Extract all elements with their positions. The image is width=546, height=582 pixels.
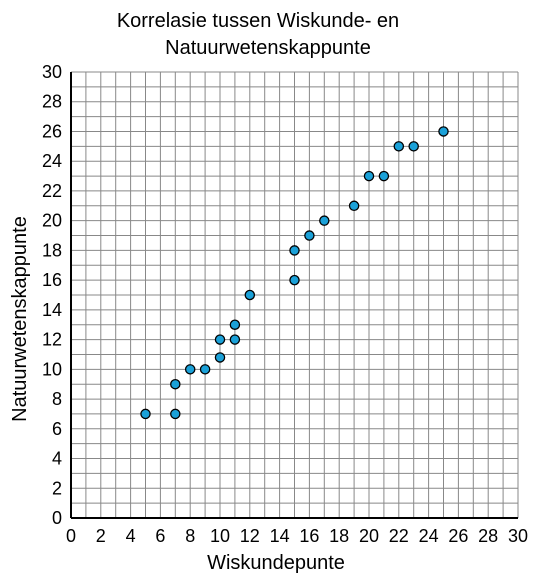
data-point bbox=[378, 170, 390, 182]
x-tick-label: 28 bbox=[478, 526, 498, 546]
tick-labels: 0 2 4 6 8 10 12 14 16 18 20 22 24 26 28 300246810121416… bbox=[42, 62, 528, 546]
data-point bbox=[408, 141, 419, 152]
x-tick-label: 14 bbox=[270, 526, 290, 546]
y-tick-label: 30 bbox=[42, 62, 62, 82]
data-point bbox=[199, 364, 211, 375]
data-point bbox=[184, 364, 196, 375]
y-tick-label: 16 bbox=[42, 270, 62, 290]
x-tick-label: 4 bbox=[126, 526, 136, 546]
x-tick-label: 30 bbox=[508, 526, 528, 546]
data-point bbox=[229, 319, 241, 330]
data-point bbox=[289, 245, 300, 256]
data-point bbox=[319, 215, 330, 226]
data-point bbox=[229, 334, 241, 345]
y-tick-label: 10 bbox=[42, 359, 62, 379]
data-point bbox=[363, 170, 375, 182]
y-tick-label: 14 bbox=[42, 300, 62, 320]
data-point bbox=[170, 378, 181, 390]
x-tick-label: 0 bbox=[66, 526, 76, 546]
y-tick-label: 0 bbox=[52, 508, 62, 528]
data-point bbox=[244, 289, 256, 301]
data-point bbox=[393, 141, 405, 152]
x-tick-label: 10 bbox=[210, 526, 230, 546]
grid bbox=[70, 71, 519, 519]
y-tick-label: 28 bbox=[42, 92, 62, 112]
chart-title-line-1: Korrelasie tussen Wiskunde- en bbox=[117, 10, 399, 32]
data-points bbox=[140, 126, 449, 420]
y-axis-label: Natuurwetenskappunte bbox=[9, 216, 31, 422]
data-point bbox=[140, 408, 151, 420]
x-tick-label: 8 bbox=[185, 526, 195, 546]
y-tick-label: 18 bbox=[42, 240, 62, 260]
y-tick-label: 24 bbox=[42, 151, 62, 171]
x-tick-label: 24 bbox=[419, 526, 439, 546]
y-tick-label: 20 bbox=[42, 211, 62, 231]
data-point bbox=[438, 126, 449, 137]
x-tick-label: 26 bbox=[448, 526, 468, 546]
y-tick-label: 12 bbox=[42, 330, 62, 350]
y-tick-label: 4 bbox=[52, 449, 62, 469]
y-tick-label: 22 bbox=[42, 181, 62, 201]
x-tick-label: 6 bbox=[155, 526, 165, 546]
x-tick-label: 16 bbox=[299, 526, 319, 546]
y-tick-label: 6 bbox=[52, 419, 62, 439]
data-point bbox=[214, 352, 226, 363]
x-tick-label: 12 bbox=[240, 526, 260, 546]
data-point bbox=[348, 200, 360, 212]
y-tick-label: 26 bbox=[42, 121, 62, 141]
data-point bbox=[214, 334, 226, 345]
x-axis-label: Wiskundepunte bbox=[207, 552, 345, 574]
x-tick-label: 18 bbox=[329, 526, 349, 546]
x-tick-label: 22 bbox=[389, 526, 409, 546]
x-tick-label: 2 bbox=[96, 526, 106, 546]
data-point bbox=[289, 274, 300, 286]
data-point bbox=[170, 408, 181, 420]
chart-title-line-2: Natuurwetenskappunte bbox=[165, 37, 371, 59]
y-tick-label: 8 bbox=[52, 389, 62, 409]
x-tick-label: 20 bbox=[359, 526, 379, 546]
data-point bbox=[304, 230, 315, 241]
y-tick-label: 2 bbox=[52, 478, 62, 498]
